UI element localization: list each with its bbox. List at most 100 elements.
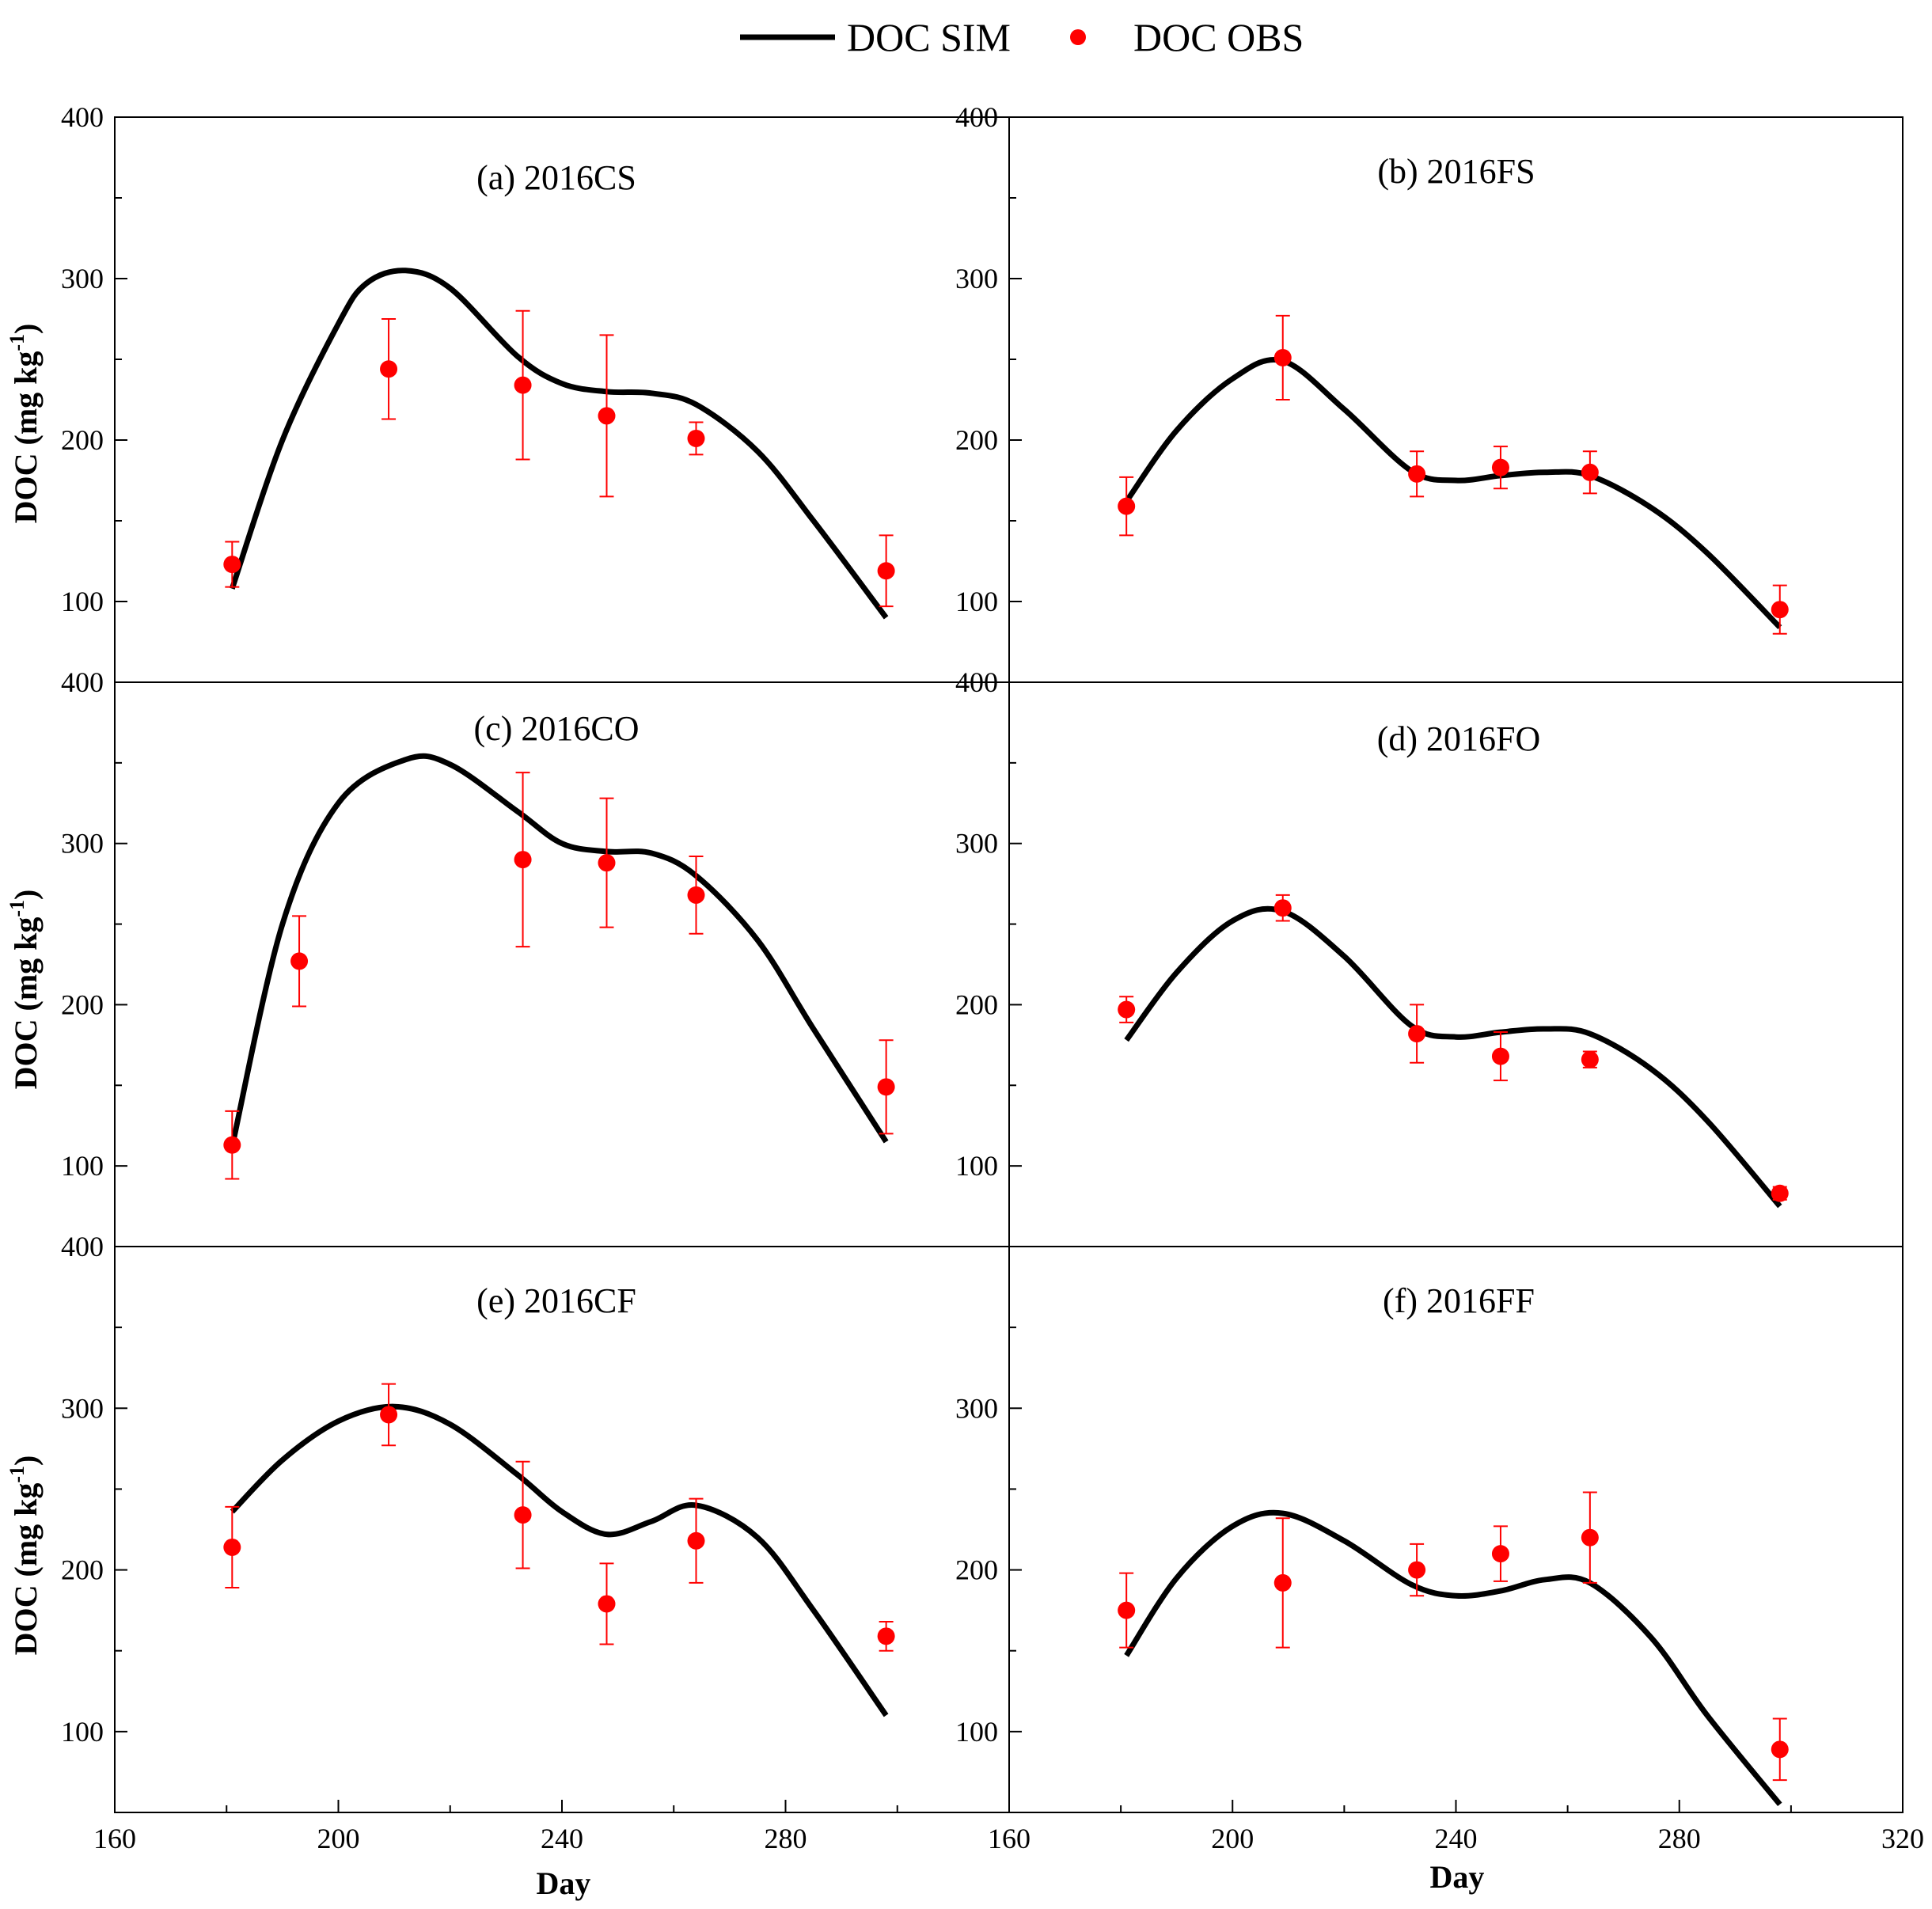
panel-frame	[1008, 116, 1904, 683]
y-axis-title: DOC (mg kg-1)	[6, 1455, 44, 1656]
y-tick-label: 300	[955, 828, 998, 860]
obs-point	[1771, 601, 1789, 619]
sim-line	[1124, 357, 1782, 630]
obs-point-group	[1118, 996, 1136, 1023]
y-tick-label: 200	[955, 424, 998, 456]
obs-point-group	[598, 1562, 616, 1645]
obs-point	[1408, 1025, 1426, 1043]
obs-point	[223, 1136, 241, 1154]
obs-point-group	[1491, 1031, 1509, 1082]
obs-point	[598, 407, 616, 425]
obs-point-group	[1273, 314, 1292, 400]
obs-point	[1118, 1601, 1136, 1619]
obs-point-group	[877, 534, 895, 608]
obs-point	[687, 886, 705, 904]
obs-point-group	[1408, 1004, 1426, 1064]
legend: DOC SIM DOC OBS	[740, 15, 1304, 59]
sim-line	[1124, 905, 1782, 1209]
y-tick-label: 400	[61, 1231, 104, 1262]
x-tick-label: 280	[765, 1823, 807, 1854]
obs-point	[877, 1627, 895, 1645]
x-tick-label: 200	[317, 1823, 360, 1854]
obs-point	[290, 952, 309, 970]
y-tick-label: 300	[955, 263, 998, 294]
y-tick-label: 100	[955, 586, 998, 617]
panel-5: 100 200 300 400 160 200 240 280 (e) 2016CF	[61, 1231, 1010, 1854]
panel-6: 100 200 300 160 200 240 280 320 (f) 2016FF	[955, 1246, 1924, 1854]
panel-4: 100 200 300 400 (d) 2016FO	[955, 666, 1904, 1247]
obs-point	[223, 1538, 241, 1556]
obs-point	[598, 1595, 616, 1613]
obs-point	[1581, 463, 1599, 481]
obs-point-group	[514, 772, 532, 948]
obs-point	[223, 556, 241, 574]
obs-point	[1771, 1184, 1789, 1202]
obs-point-group	[877, 1620, 895, 1652]
obs-point-group	[223, 1110, 241, 1180]
obs-point-group	[598, 334, 616, 498]
obs-point-group	[1771, 584, 1789, 635]
legend-sim-label: DOC SIM	[847, 15, 1011, 59]
obs-point-group	[598, 797, 616, 928]
obs-point	[514, 851, 532, 869]
y-axis-title: DOC (mg kg-1)	[6, 890, 44, 1090]
panel-frame	[114, 116, 1010, 683]
obs-point-group	[687, 856, 705, 935]
y-tick-label: 300	[61, 1392, 104, 1424]
panels: 100 200 300 400 (a) 2016CS 100 200 300 400 (b) 20…	[61, 101, 1924, 1854]
y-axis-title-row-1: DOC (mg kg-1)	[6, 324, 44, 524]
obs-point	[1118, 1000, 1136, 1019]
y-tick-label: 100	[61, 1150, 104, 1182]
obs-point	[687, 429, 705, 447]
y-tick-label: 200	[955, 989, 998, 1020]
panel-3: 100 200 300 400 (c) 2016CO	[61, 666, 1010, 1247]
y-tick-label: 300	[955, 1392, 998, 1424]
y-tick-label: 100	[955, 1150, 998, 1182]
obs-point-group	[1408, 450, 1426, 498]
y-tick-label: 200	[955, 1554, 998, 1586]
panel-title: (e) 2016CF	[476, 1281, 636, 1320]
panel-title: (c) 2016CO	[474, 709, 640, 748]
x-axis-title-right: Day	[1430, 1859, 1485, 1895]
panel-title: (d) 2016FO	[1377, 719, 1541, 758]
x-tick-label: 320	[1881, 1823, 1924, 1854]
obs-point-group	[380, 318, 398, 420]
panel-title: (f) 2016FF	[1383, 1281, 1535, 1320]
obs-point-group	[1118, 476, 1136, 537]
x-tick-label: 280	[1658, 1823, 1701, 1854]
obs-point	[1491, 458, 1509, 476]
y-tick-label: 200	[61, 424, 104, 456]
obs-point	[1408, 1561, 1426, 1579]
obs-point-group	[687, 421, 705, 456]
y-axis-title: DOC (mg kg-1)	[6, 324, 44, 524]
panel-title: (b) 2016FS	[1377, 152, 1535, 191]
obs-point	[1273, 348, 1292, 366]
obs-point	[1581, 1528, 1599, 1547]
obs-point	[1273, 899, 1292, 917]
obs-point-group	[1491, 1525, 1509, 1582]
obs-point-group	[1118, 1572, 1136, 1649]
panel-frame	[114, 1246, 1010, 1813]
legend-obs-swatch	[1070, 29, 1086, 45]
x-tick-label: 240	[541, 1823, 583, 1854]
y-tick-label: 400	[955, 666, 998, 698]
obs-point-group	[1581, 1491, 1599, 1584]
obs-point-group	[514, 309, 532, 461]
obs-point	[687, 1531, 705, 1550]
panel-frame	[1008, 681, 1904, 1247]
obs-point	[1581, 1050, 1599, 1068]
obs-point	[380, 360, 398, 378]
obs-point	[1273, 1573, 1292, 1592]
legend-obs-label: DOC OBS	[1133, 15, 1304, 59]
obs-point-group	[1581, 450, 1599, 495]
obs-point	[1771, 1740, 1789, 1759]
obs-point	[514, 376, 532, 394]
x-tick-label: 200	[1211, 1823, 1254, 1854]
x-axis-title-left: Day	[537, 1865, 591, 1901]
sim-line	[229, 753, 889, 1148]
obs-point-group	[223, 1505, 241, 1589]
x-tick-label: 160	[988, 1823, 1031, 1854]
y-tick-label: 200	[61, 1554, 104, 1586]
obs-point	[1408, 465, 1426, 483]
